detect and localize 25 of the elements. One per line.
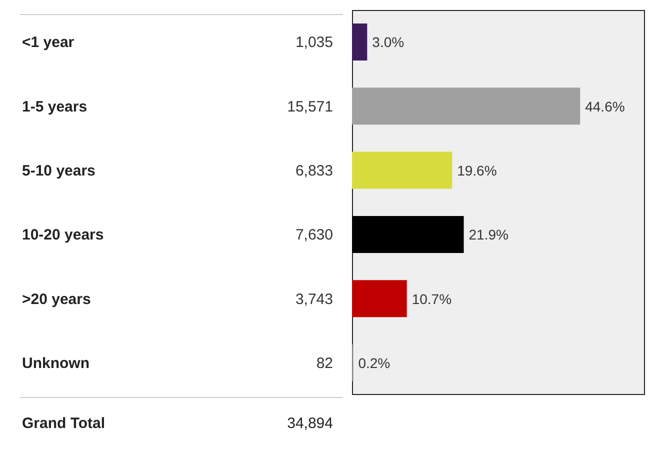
y-tick-label: 5-10 years	[22, 162, 96, 180]
bar	[352, 23, 368, 60]
annotation: 21.9%	[468, 226, 508, 243]
text: Grand Total	[22, 415, 106, 432]
bar	[352, 280, 407, 318]
y-tick-label: <1 year	[22, 34, 74, 52]
data-label: 6,833	[295, 162, 333, 180]
annotation: 0.2%	[358, 354, 390, 371]
bar	[352, 152, 452, 189]
annotation: 19.6%	[457, 162, 497, 178]
bar	[352, 216, 464, 253]
y-tick-label: >20 years	[22, 290, 91, 308]
data-label: 82	[316, 354, 333, 372]
text: 34,894	[287, 415, 333, 432]
data-label: 15,571	[287, 98, 333, 116]
y-tick-label: 1-5 years	[22, 98, 88, 116]
data-label: 1,035	[295, 34, 333, 52]
annotation: 10.7%	[412, 290, 452, 307]
data-label: 7,630	[295, 226, 333, 244]
y-tick-label: Unknown	[22, 354, 90, 372]
bar	[352, 88, 580, 125]
annotation: 44.6%	[585, 98, 625, 114]
y-tick-label: 10-20 years	[22, 226, 104, 244]
annotation: 3.0%	[372, 34, 404, 50]
data-label: 3,743	[295, 290, 333, 308]
